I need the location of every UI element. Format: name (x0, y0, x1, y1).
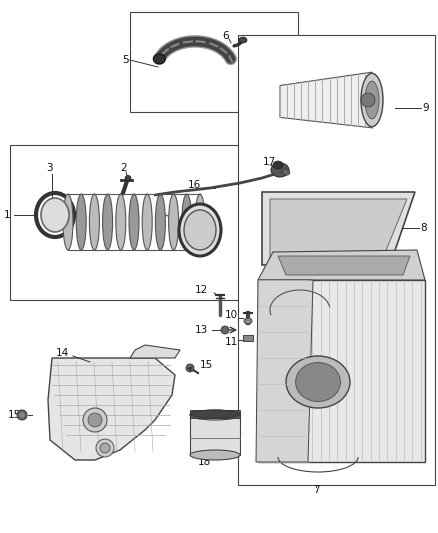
FancyArrowPatch shape (234, 42, 241, 46)
Polygon shape (270, 199, 407, 258)
Ellipse shape (184, 210, 216, 250)
Ellipse shape (365, 81, 379, 119)
Text: 17: 17 (263, 157, 276, 167)
Text: 1: 1 (4, 210, 11, 220)
Ellipse shape (179, 204, 221, 256)
Text: 15: 15 (8, 410, 21, 420)
Ellipse shape (153, 54, 165, 64)
Ellipse shape (190, 410, 240, 420)
Polygon shape (258, 280, 425, 462)
Circle shape (20, 413, 25, 417)
Text: 10: 10 (225, 310, 238, 320)
Ellipse shape (63, 194, 73, 250)
Ellipse shape (244, 318, 252, 324)
Bar (238, 35, 435, 485)
Ellipse shape (296, 362, 340, 401)
Text: 5: 5 (122, 55, 129, 65)
Text: 3: 3 (46, 163, 53, 173)
Polygon shape (258, 250, 425, 280)
Ellipse shape (76, 194, 86, 250)
Polygon shape (262, 192, 415, 265)
Text: 9: 9 (422, 103, 429, 113)
Text: 8: 8 (420, 223, 427, 233)
Ellipse shape (182, 194, 192, 250)
Ellipse shape (190, 410, 240, 418)
Circle shape (361, 93, 375, 107)
Circle shape (88, 413, 102, 427)
Ellipse shape (116, 194, 126, 250)
Circle shape (100, 443, 110, 453)
Text: 13: 13 (195, 325, 208, 335)
Circle shape (83, 408, 107, 432)
Circle shape (96, 439, 114, 457)
Ellipse shape (273, 161, 283, 169)
Ellipse shape (125, 175, 131, 181)
Text: 7: 7 (313, 485, 319, 495)
Ellipse shape (190, 450, 240, 460)
Text: 18: 18 (198, 457, 211, 467)
Bar (10, 145, 300, 300)
Text: 14: 14 (56, 348, 69, 358)
Ellipse shape (239, 37, 247, 43)
Text: 11: 11 (225, 337, 238, 347)
Ellipse shape (195, 194, 205, 250)
Text: 4: 4 (155, 207, 162, 217)
Polygon shape (130, 345, 180, 358)
Ellipse shape (41, 198, 69, 232)
Ellipse shape (129, 194, 139, 250)
Text: 12: 12 (195, 285, 208, 295)
Polygon shape (190, 415, 240, 455)
Circle shape (17, 410, 27, 420)
Ellipse shape (169, 194, 179, 250)
Ellipse shape (361, 74, 383, 127)
Bar (130, 12, 298, 112)
Circle shape (221, 326, 229, 334)
Bar (190, 410, 240, 418)
Ellipse shape (142, 194, 152, 250)
Circle shape (186, 364, 194, 372)
Bar (243, 335, 253, 341)
FancyArrowPatch shape (188, 368, 191, 371)
Ellipse shape (155, 194, 166, 250)
Ellipse shape (271, 163, 289, 177)
Ellipse shape (102, 194, 113, 250)
Ellipse shape (282, 169, 290, 175)
Polygon shape (48, 358, 175, 460)
Text: 2: 2 (120, 163, 127, 173)
Ellipse shape (89, 194, 99, 250)
Polygon shape (256, 280, 313, 462)
Text: 6: 6 (222, 31, 229, 41)
Ellipse shape (286, 356, 350, 408)
Polygon shape (278, 256, 410, 275)
Text: 15: 15 (200, 360, 213, 370)
Polygon shape (280, 72, 372, 128)
Text: 16: 16 (188, 180, 201, 190)
